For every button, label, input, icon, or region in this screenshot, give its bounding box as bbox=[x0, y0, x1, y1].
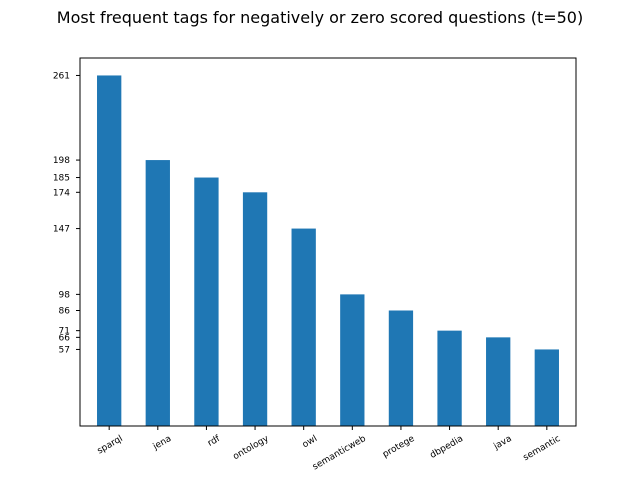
bar-semantic bbox=[534, 349, 559, 426]
y-tick-label: 147 bbox=[53, 225, 70, 235]
chart-title: Most frequent tags for negatively or zer… bbox=[56, 8, 584, 27]
bar-ontology bbox=[242, 192, 268, 426]
y-tick-label: 174 bbox=[53, 188, 70, 198]
y-tick-label: 98 bbox=[59, 290, 71, 300]
x-tick-label: semanticweb bbox=[311, 434, 368, 473]
x-tick-label: protege bbox=[381, 434, 417, 460]
x-tick-label: jena bbox=[151, 434, 174, 453]
y-tick-label: 57 bbox=[59, 345, 70, 355]
bar-semanticweb bbox=[340, 294, 365, 426]
bar-owl bbox=[291, 228, 316, 426]
x-tick-label: java bbox=[491, 434, 513, 453]
y-tick-label: 198 bbox=[53, 156, 70, 166]
bar-sparql bbox=[97, 75, 122, 427]
x-tick-label: owl bbox=[301, 434, 319, 450]
bar-java bbox=[486, 337, 511, 426]
bar-rdf bbox=[194, 177, 219, 426]
y-tick-label: 66 bbox=[59, 333, 71, 343]
y-tick-label: 86 bbox=[59, 306, 71, 316]
x-tick-label: rdf bbox=[206, 434, 222, 449]
bar-dbpedia bbox=[437, 330, 462, 426]
plot-frame bbox=[79, 57, 577, 427]
x-tick-label: sparql bbox=[96, 434, 125, 457]
bars-layer bbox=[97, 75, 559, 427]
x-tick-label: semantic bbox=[522, 434, 563, 463]
bar-protege bbox=[388, 310, 414, 426]
x-tick-label: ontology bbox=[232, 434, 272, 463]
y-tick-label: 185 bbox=[53, 174, 70, 184]
y-tick-label: 71 bbox=[59, 327, 70, 337]
y-tick-label: 261 bbox=[53, 71, 70, 81]
x-tick-label: dbpedia bbox=[429, 434, 466, 461]
bar-jena bbox=[145, 160, 170, 426]
